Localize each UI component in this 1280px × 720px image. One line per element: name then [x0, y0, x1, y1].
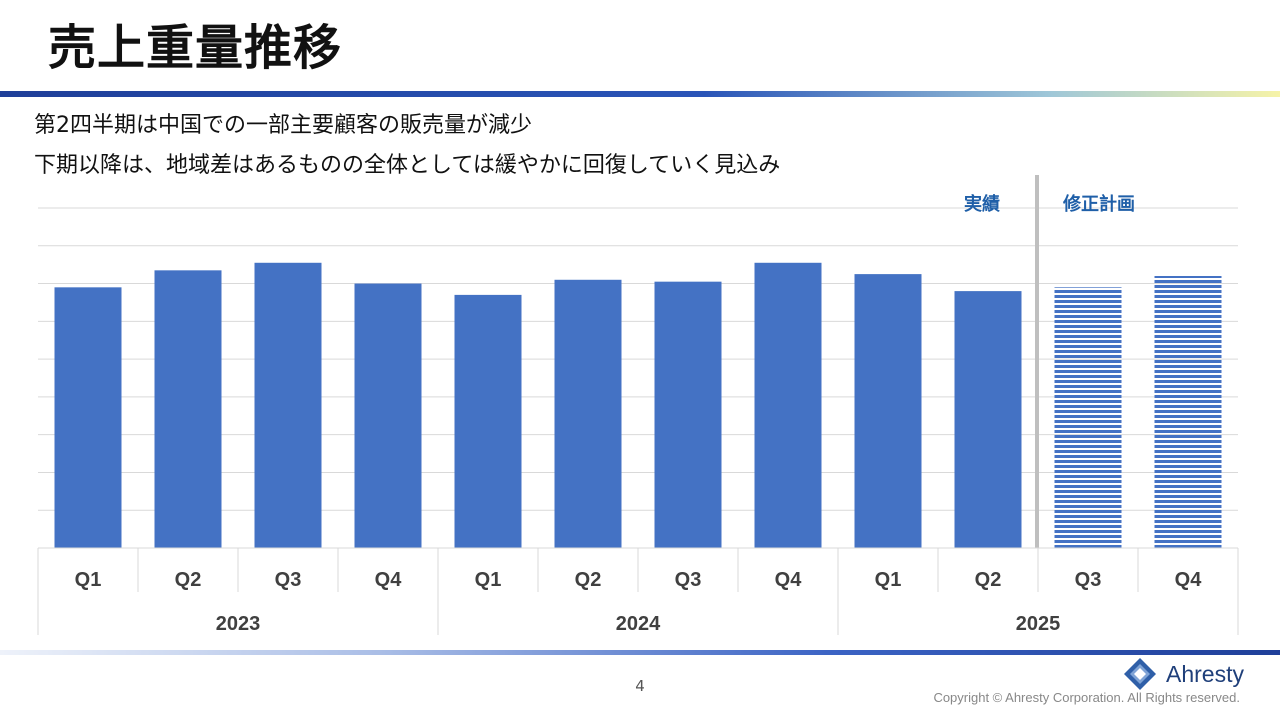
actual-bar — [254, 262, 322, 548]
x-tick-label-quarter: Q4 — [775, 569, 803, 591]
copyright-text: Copyright © Ahresty Corporation. All Rig… — [933, 690, 1240, 705]
plan-bar — [1054, 287, 1122, 548]
page-number: 4 — [635, 677, 645, 695]
x-tick-label-quarter: Q1 — [875, 569, 902, 591]
actual-bar — [154, 270, 222, 548]
legend-actual-label: 実績 — [964, 193, 1000, 215]
x-tick-label-quarter: Q3 — [675, 569, 702, 591]
x-tick-label-quarter: Q2 — [175, 569, 202, 591]
ahresty-logo — [1124, 658, 1156, 690]
actual-bar — [454, 294, 522, 548]
x-tick-label-quarter: Q3 — [275, 569, 302, 591]
subtitle-line-1: 第2四半期は中国での一部主要顧客の販売量が減少 — [34, 113, 532, 138]
x-tick-label-year: 2023 — [216, 613, 261, 635]
x-tick-label-quarter: Q1 — [475, 569, 502, 591]
chart-axis: Q1 Q2 Q3 Q4 Q1 Q2 Q3 Q4 Q1 Q2 Q3 Q4 2023 2024 2025 — [37, 175, 1239, 635]
actual-bar — [354, 283, 422, 548]
actual-bar — [654, 281, 722, 548]
slide-title: 売上重量推移 — [48, 20, 343, 76]
x-tick-label-quarter: Q4 — [375, 569, 403, 591]
logo-text: Ahresty — [1166, 661, 1244, 687]
actual-bar — [54, 287, 122, 548]
x-tick-label-quarter: Q2 — [575, 569, 602, 591]
actual-bar — [754, 262, 822, 548]
actual-bar — [554, 279, 622, 548]
actual-bar — [954, 291, 1022, 548]
x-tick-label-year: 2025 — [1016, 613, 1061, 635]
footer-rule — [0, 650, 1280, 655]
title-underline — [0, 91, 1280, 97]
subtitle-line-2: 下期以降は、地域差はあるものの全体としては緩やかに回復していく見込み — [34, 153, 781, 178]
x-tick-label-year: 2024 — [616, 613, 661, 635]
x-tick-label-quarter: Q3 — [1075, 569, 1102, 591]
x-tick-label-quarter: Q4 — [1175, 569, 1203, 591]
plan-bar — [1154, 276, 1222, 548]
actual-bar — [854, 274, 922, 548]
x-tick-label-quarter: Q2 — [975, 569, 1002, 591]
chart-bars — [54, 262, 1222, 548]
x-tick-label-quarter: Q1 — [75, 569, 102, 591]
legend-plan-label: 修正計画 — [1062, 193, 1135, 215]
